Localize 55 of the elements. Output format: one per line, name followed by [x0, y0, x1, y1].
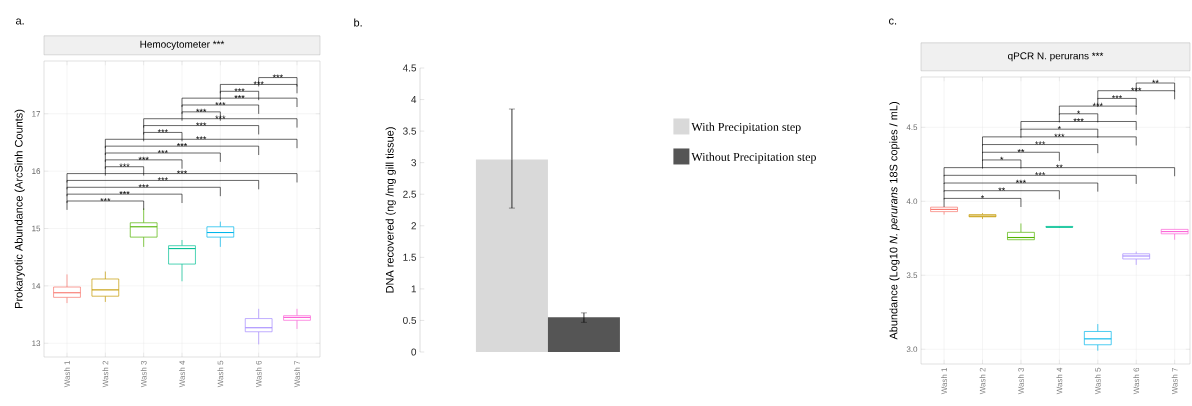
annotation: **: [1152, 79, 1159, 83]
annotation: ***: [215, 115, 226, 119]
chart-title: qPCR N. perurans ***: [1008, 52, 1104, 62]
y-tick-label: 3: [411, 159, 417, 167]
annotation: *: [1057, 125, 1061, 130]
annotation: ***: [272, 74, 283, 78]
annotation: ***: [100, 197, 111, 202]
y-axis-title: Abundance (Log10 N. perurans 18S copies / mL): [889, 102, 900, 340]
annotation: ***: [196, 122, 207, 126]
annotation: *: [1000, 156, 1004, 160]
annotation: ***: [234, 88, 245, 92]
annotation: ***: [138, 156, 149, 160]
annotation: ***: [1073, 118, 1084, 122]
annotation: ***: [1035, 172, 1046, 176]
annotation: **: [1056, 164, 1063, 168]
annotation: ***: [157, 177, 168, 181]
annotation: ***: [119, 191, 130, 195]
annotation: ***: [138, 184, 149, 188]
y-tick-label: 2: [411, 222, 416, 230]
annotation: ***: [253, 81, 264, 85]
annotation: ***: [176, 170, 188, 174]
annotation: **: [1017, 149, 1025, 153]
annotation: *: [980, 195, 985, 199]
text: b.: [354, 18, 362, 27]
annotation: ***: [234, 95, 245, 99]
y-tick-label: 2.5: [403, 190, 417, 198]
y-tick-label: 1: [411, 285, 417, 293]
annotation: ***: [196, 136, 207, 140]
text: a.: [15, 18, 24, 25]
legend-label: With Precipitation step: [691, 122, 801, 134]
annotation: ***: [157, 129, 168, 133]
annotation: ***: [1131, 87, 1142, 91]
y-axis-title: DNA recovered (ng /mg gill tissue): [385, 127, 396, 293]
legend-label: Without Precipitation step: [691, 152, 816, 164]
annotation: ***: [196, 108, 207, 112]
annotation: ***: [1092, 102, 1103, 107]
y-tick-label: 0: [411, 348, 417, 356]
y-tick-label: 4.5: [402, 64, 417, 72]
annotation: *: [1076, 110, 1081, 114]
y-tick-label: 4: [411, 96, 417, 103]
annotation: ***: [215, 101, 226, 106]
annotation: ***: [1015, 179, 1027, 183]
annotation: ***: [176, 143, 188, 147]
y-tick-label: 3.5: [403, 127, 417, 135]
y-axis-title: Prokaryotic Abundance (ArcSinh Counts): [14, 109, 25, 308]
text: c.: [889, 18, 897, 25]
annotation: ***: [1111, 95, 1123, 99]
annotation: ***: [1035, 141, 1046, 145]
annotation: **: [998, 187, 1006, 191]
annotation: ***: [119, 163, 130, 167]
y-tick-label: 1.5: [403, 253, 417, 261]
chart-title: Hemocytometer ***: [140, 40, 225, 50]
annotation: ***: [157, 149, 168, 154]
y-tick-label: 0.5: [403, 316, 417, 324]
annotation: ***: [1054, 133, 1065, 137]
